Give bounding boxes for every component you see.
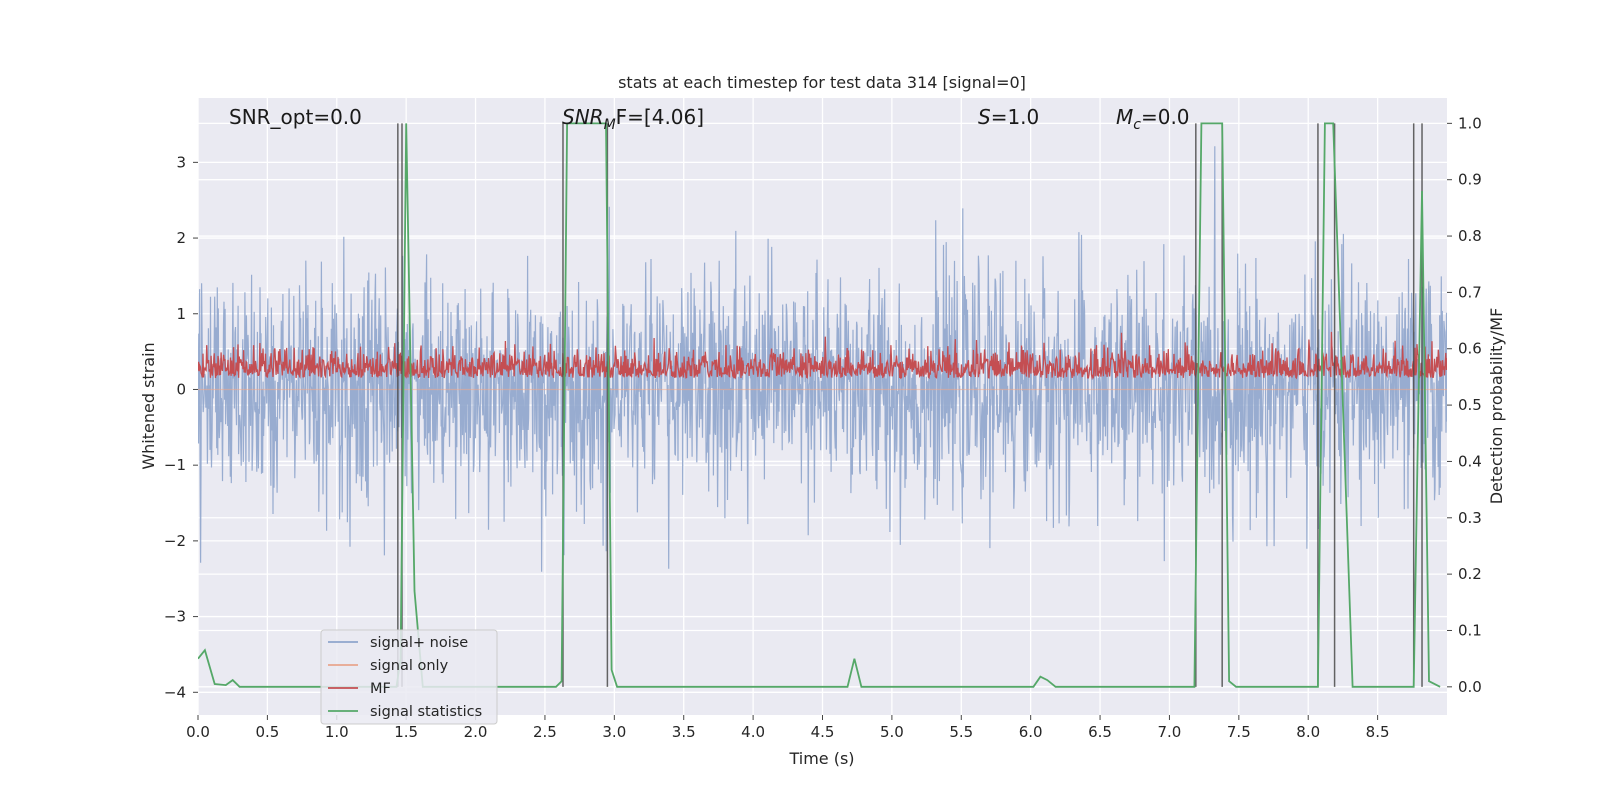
y2-tick-label: 1.0 xyxy=(1458,114,1482,132)
y2-tick-label: 0.1 xyxy=(1458,621,1482,639)
x-tick-label: 0.0 xyxy=(186,723,210,741)
x-tick-label: 1.5 xyxy=(394,723,418,741)
x-tick-label: 3.0 xyxy=(602,723,626,741)
y-axis-left: 3 2 1 0 −1 −2 −3 −4 xyxy=(164,153,198,701)
y2-tick-label: 0.4 xyxy=(1458,452,1482,470)
annotations: SNR_opt=0.0 SNRMF=[4.06] S=1.0 Mc=0.0 xyxy=(229,105,1190,133)
x-tick-label: 7.5 xyxy=(1227,723,1251,741)
legend-label: signal statistics xyxy=(370,704,482,720)
y2-tick-label: 0.3 xyxy=(1458,509,1482,527)
y2-tick-label: 0.7 xyxy=(1458,283,1482,301)
legend-item: signal statistics xyxy=(328,704,482,720)
legend-label: signal only xyxy=(370,658,449,674)
x-tick-label: 2.0 xyxy=(464,723,488,741)
y2-axis-label: Detection probability/MF xyxy=(1487,308,1506,505)
legend: signal+ noise signal only MF signal stat… xyxy=(320,629,498,725)
plot-content xyxy=(198,122,1447,688)
x-tick-label: 7.0 xyxy=(1158,723,1182,741)
y-tick-label: 1 xyxy=(176,305,186,323)
y-tick-label: −3 xyxy=(164,608,186,626)
y-tick-label: −1 xyxy=(164,456,186,474)
legend-item: signal only xyxy=(328,658,449,674)
legend-label: MF xyxy=(370,681,391,697)
x-tick-label: 6.5 xyxy=(1088,723,1112,741)
x-tick-label: 1.0 xyxy=(325,723,349,741)
x-tick-label: 5.0 xyxy=(880,723,904,741)
y2-tick-label: 0.5 xyxy=(1458,396,1482,414)
x-tick-label: 0.5 xyxy=(255,723,279,741)
y-axis-label: Whitened strain xyxy=(139,342,158,469)
x-tick-label: 8.5 xyxy=(1366,723,1390,741)
x-axis: 0.0 0.5 1.0 1.5 2.0 2.5 3.0 3.5 4.0 4.5 5.0 5.5 6.0 6… xyxy=(186,715,1390,741)
annotation-mc: Mc=0.0 xyxy=(1116,105,1190,133)
y-tick-label: 2 xyxy=(176,229,186,247)
x-axis-label: Time (s) xyxy=(788,749,854,768)
y-tick-label: 3 xyxy=(176,153,186,171)
x-tick-label: 2.5 xyxy=(533,723,557,741)
x-tick-label: 8.0 xyxy=(1296,723,1320,741)
x-tick-label: 6.0 xyxy=(1019,723,1043,741)
annotation-snr-mf: SNRMF=[4.06] xyxy=(562,105,704,133)
x-tick-label: 3.5 xyxy=(672,723,696,741)
annotation-s: S=1.0 xyxy=(978,105,1039,129)
chart-title: stats at each timestep for test data 314… xyxy=(618,73,1026,92)
y2-tick-label: 0.8 xyxy=(1458,227,1482,245)
y2-tick-label: 0.6 xyxy=(1458,340,1482,358)
legend-label: signal+ noise xyxy=(370,635,468,651)
x-tick-label: 5.5 xyxy=(949,723,973,741)
y-tick-label: −4 xyxy=(164,683,186,701)
y2-tick-label: 0.0 xyxy=(1458,678,1482,696)
y-tick-label: 0 xyxy=(176,380,186,398)
x-tick-label: 4.5 xyxy=(811,723,835,741)
annotation-snr-opt: SNR_opt=0.0 xyxy=(229,105,362,129)
x-tick-label: 4.0 xyxy=(741,723,765,741)
y2-tick-label: 0.9 xyxy=(1458,171,1482,189)
legend-item: signal+ noise xyxy=(328,635,468,651)
series-mf xyxy=(198,331,1447,381)
y-axis-right: 1.0 0.9 0.8 0.7 0.6 0.5 0.4 0.3 0.2 0.1 0.0 xyxy=(1447,114,1482,696)
y2-tick-label: 0.2 xyxy=(1458,565,1482,583)
legend-box xyxy=(320,629,498,725)
y-tick-label: −2 xyxy=(164,532,186,550)
legend-item: MF xyxy=(328,681,391,697)
